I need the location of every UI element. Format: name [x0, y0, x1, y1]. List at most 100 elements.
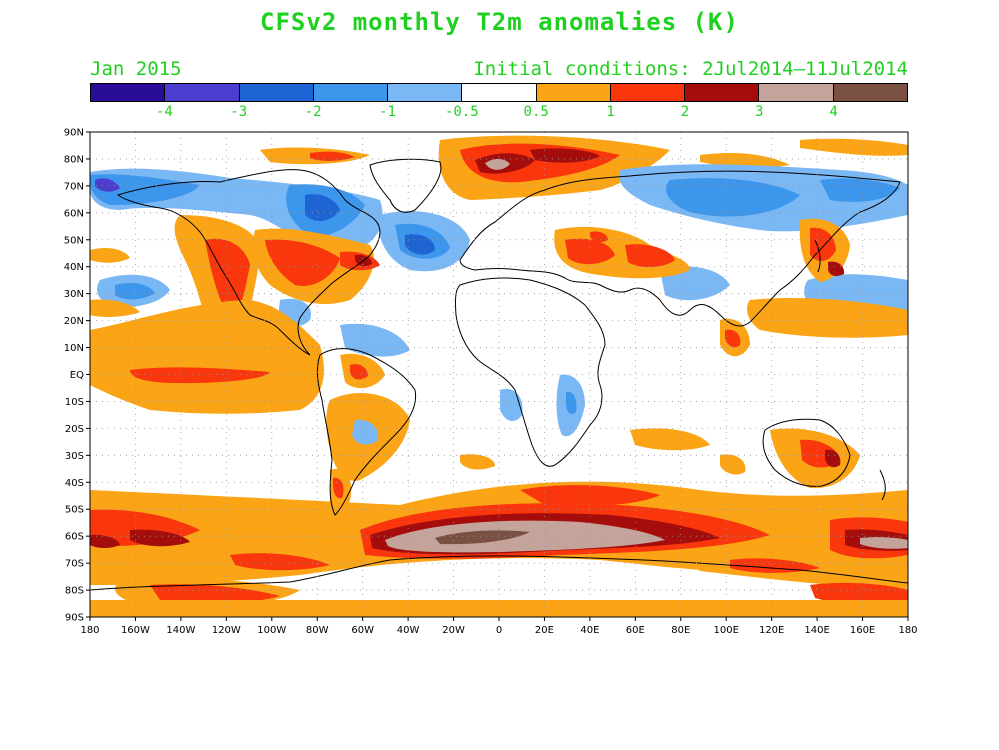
anomaly-region: [265, 239, 340, 286]
longitude-label: 80E: [671, 625, 690, 636]
anomaly-region: [800, 138, 908, 156]
longitude-label: 120W: [212, 625, 241, 636]
longitude-label: 0: [496, 625, 502, 636]
latitude-label: 10S: [65, 397, 84, 408]
latitude-label: 40N: [64, 262, 84, 273]
anomaly-region: [385, 520, 665, 553]
coastline-north-america: [116, 169, 381, 356]
longitude-label: 180: [898, 625, 917, 636]
latitude-label: 30S: [65, 451, 84, 462]
coastline-antarctica: [90, 555, 908, 591]
anomaly-region: [90, 247, 130, 263]
anomaly-region: [630, 428, 710, 451]
anomaly-region: [333, 477, 344, 499]
colorbar-label: -4: [155, 104, 173, 120]
colorbar-label: 1: [606, 104, 615, 120]
anomaly-region: [90, 299, 140, 317]
colorbar-label: -0.5: [444, 104, 479, 120]
coastline-japan: [814, 239, 821, 273]
coastlines: [90, 158, 908, 591]
map-title: CFSv2 monthly T2m anomalies (K): [260, 8, 739, 36]
latitude-label: 70N: [64, 181, 84, 192]
anomaly-region: [565, 238, 615, 265]
latitude-label: 60S: [65, 532, 84, 543]
latitude-label: 50S: [65, 505, 84, 516]
anomaly-region: [720, 454, 746, 475]
anomaly-region: [95, 178, 120, 192]
coastline-africa: [455, 277, 606, 467]
colorbar-swatch: [610, 84, 686, 101]
longitude-label: 120E: [759, 625, 784, 636]
longitude-label: 20E: [535, 625, 554, 636]
anomaly-region: [352, 419, 379, 445]
anomaly-region: [747, 298, 908, 338]
colorbar-swatch: [91, 84, 166, 101]
anomaly-region: [350, 364, 368, 380]
anomaly-region: [730, 558, 820, 573]
longitude-label: 60E: [626, 625, 645, 636]
initial-conditions: Initial conditions: 2Jul2014–11Jul2014: [473, 58, 908, 80]
longitude-label: 180: [80, 625, 99, 636]
latitude-label: 80S: [65, 586, 84, 597]
coastline-australia: [762, 418, 851, 487]
anomaly-region: [460, 454, 495, 470]
longitude-label: 100E: [714, 625, 739, 636]
longitude-label: 40E: [580, 625, 599, 636]
anomaly-region: [485, 158, 510, 170]
anomaly-region: [340, 323, 410, 357]
colorbar-swatch: [833, 84, 907, 101]
anomaly-region: [130, 367, 270, 384]
forecast-month: Jan 2015: [90, 58, 182, 80]
latitude-label: 10N: [64, 343, 84, 354]
latitude-label: 90S: [65, 613, 84, 624]
longitude-label: 100W: [257, 625, 286, 636]
longitude-labels: 180 160W 140W 120W 100W 80W 60W 40W 20W 0 20E 40E 60…: [80, 617, 918, 636]
anomaly-region: [520, 485, 660, 507]
anomaly-region: [480, 562, 700, 594]
colorbar-swatch: [685, 84, 760, 101]
latitude-label: 40S: [65, 478, 84, 489]
colorbar-swatch: [313, 84, 389, 101]
coastline-europe-asia: [459, 170, 901, 327]
anomaly-region: [565, 391, 577, 415]
anomaly-region: [810, 227, 836, 262]
anomaly-region: [825, 449, 841, 468]
longitude-label: 20W: [442, 625, 465, 636]
lat-lon-grid: [90, 132, 908, 617]
anomaly-region: [90, 534, 120, 549]
anomaly-region: [405, 234, 435, 255]
anomaly-region: [90, 300, 324, 414]
colorbar-label: -3: [230, 104, 248, 120]
colorbar-labels: -4 -3 -2 -1 -0.5 0.5 1 2 3 4: [90, 104, 908, 122]
anomaly-region: [666, 178, 800, 217]
latitude-label: 90N: [64, 128, 84, 139]
colorbar-label: 0.5: [523, 104, 549, 120]
longitude-label: 160E: [850, 625, 875, 636]
anomaly-region: [820, 178, 900, 202]
latitude-label: 80N: [64, 154, 84, 165]
latitude-labels: 90N 80N 70N 60N 50N 40N 30N 20N 10N EQ 10S 20S 30S 40…: [64, 128, 90, 624]
longitude-label: 160W: [121, 625, 150, 636]
anomaly-region: [150, 584, 280, 604]
longitude-label: 60W: [351, 625, 374, 636]
latitude-label: 50N: [64, 235, 84, 246]
anomaly-region: [435, 530, 530, 545]
colorbar-label: 3: [755, 104, 764, 120]
latitude-label: 20N: [64, 316, 84, 327]
colorbar-swatch: [462, 84, 537, 101]
longitude-label: 40W: [397, 625, 420, 636]
colorbar-swatch: [239, 84, 314, 101]
colorbar-label: -1: [379, 104, 396, 120]
colorbar-swatch: [759, 84, 834, 101]
longitude-label: 80W: [306, 625, 329, 636]
colorbar-label: 2: [680, 104, 690, 120]
anomaly-region: [130, 529, 190, 547]
anomaly-region: [310, 151, 355, 161]
anomaly-region: [305, 194, 340, 222]
anomaly-region: [828, 261, 845, 276]
coastline-south-america: [316, 348, 417, 516]
latitude-label: 60N: [64, 208, 84, 219]
latitude-label: 20S: [65, 424, 84, 435]
colorbar-swatch: [536, 84, 611, 101]
